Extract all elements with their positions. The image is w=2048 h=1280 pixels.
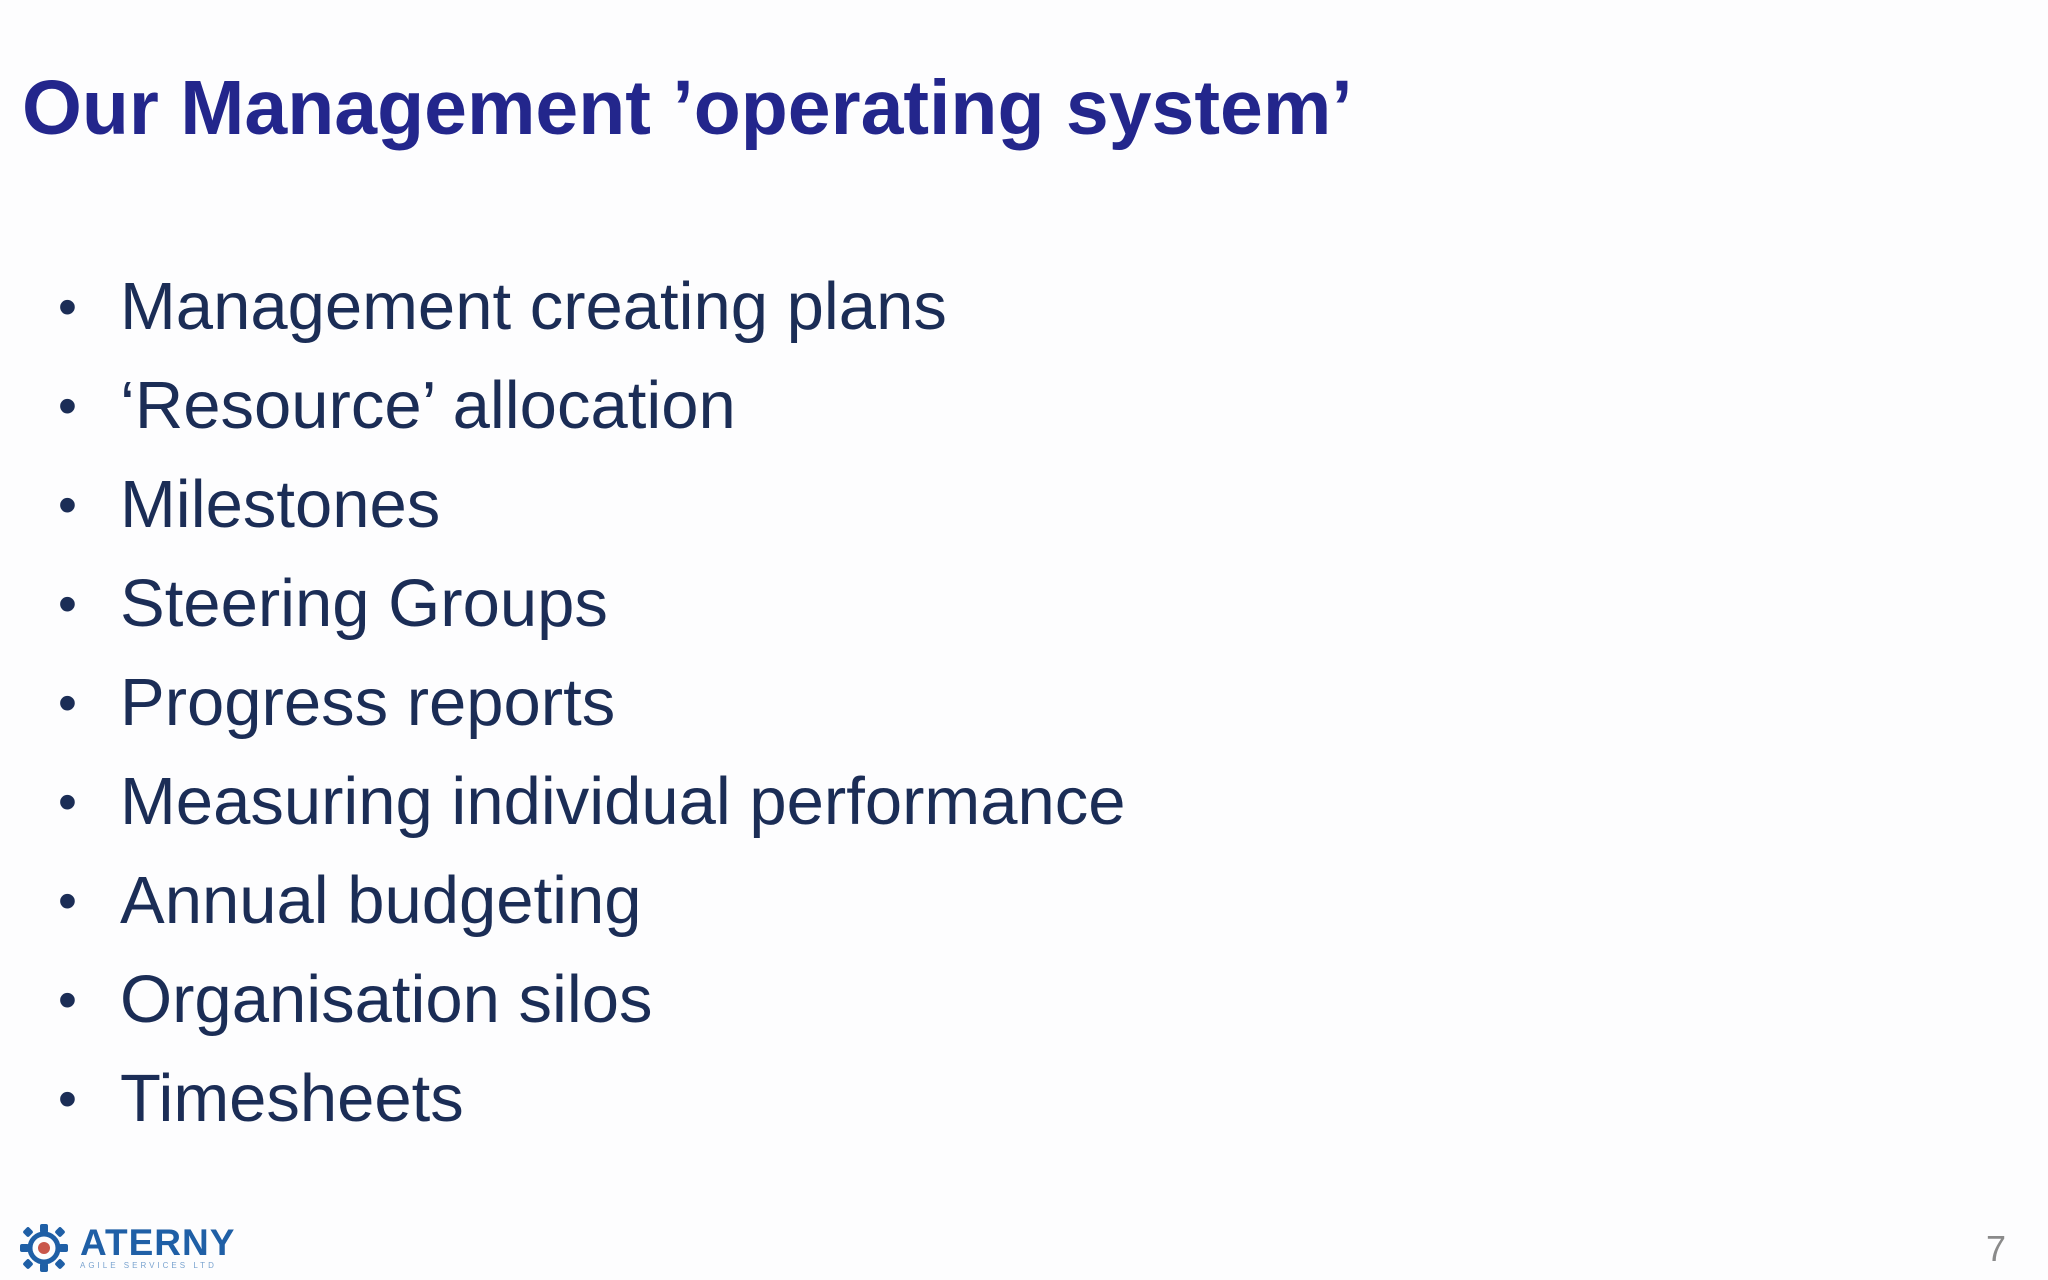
bullet-text: Progress reports: [120, 665, 616, 740]
bullet-text: Milestones: [120, 467, 441, 542]
gear-icon: [20, 1224, 68, 1272]
bullet-item: • Organisation silos: [58, 950, 1126, 1049]
bullet-item: • Timesheets: [58, 1049, 1126, 1148]
bullet-marker: •: [58, 672, 77, 733]
bullet-list: • Management creating plans • ‘Resource’…: [58, 257, 1126, 1148]
bullet-marker: •: [58, 771, 77, 832]
company-logo: ATERNY AGILE SERVICES LTD: [18, 1222, 235, 1274]
bullet-item: • Steering Groups: [58, 554, 1126, 653]
bullet-marker: •: [58, 870, 77, 931]
bullet-item: • Progress reports: [58, 653, 1126, 752]
slide-title: Our Management ’operating system’: [22, 65, 1353, 151]
bullet-item: • Measuring individual performance: [58, 752, 1126, 851]
bullet-text: Steering Groups: [120, 566, 608, 641]
bullet-text: Timesheets: [120, 1061, 464, 1136]
bullet-text: Annual budgeting: [120, 863, 642, 938]
bullet-marker: •: [58, 573, 77, 634]
bullet-marker: •: [58, 375, 77, 436]
page-number: 7: [1985, 1228, 2006, 1269]
bullet-marker: •: [58, 474, 77, 535]
bullet-text: Measuring individual performance: [120, 764, 1126, 839]
bullet-text: Management creating plans: [120, 269, 947, 344]
bullet-marker: •: [58, 969, 77, 1030]
bullet-text: Organisation silos: [120, 962, 653, 1037]
bullet-item: • Milestones: [58, 455, 1126, 554]
logo-tagline: AGILE SERVICES LTD: [80, 1261, 217, 1270]
logo-name: ATERNY: [80, 1222, 236, 1263]
bullet-item: • Annual budgeting: [58, 851, 1126, 950]
bullet-text: ‘Resource’ allocation: [120, 368, 736, 443]
bullet-marker: •: [58, 1068, 77, 1129]
bullet-item: • Management creating plans: [58, 257, 1126, 356]
logo-text: ATERNY AGILE SERVICES LTD: [80, 1222, 236, 1271]
bullet-item: • ‘Resource’ allocation: [58, 356, 1126, 455]
bullet-marker: •: [58, 276, 77, 337]
